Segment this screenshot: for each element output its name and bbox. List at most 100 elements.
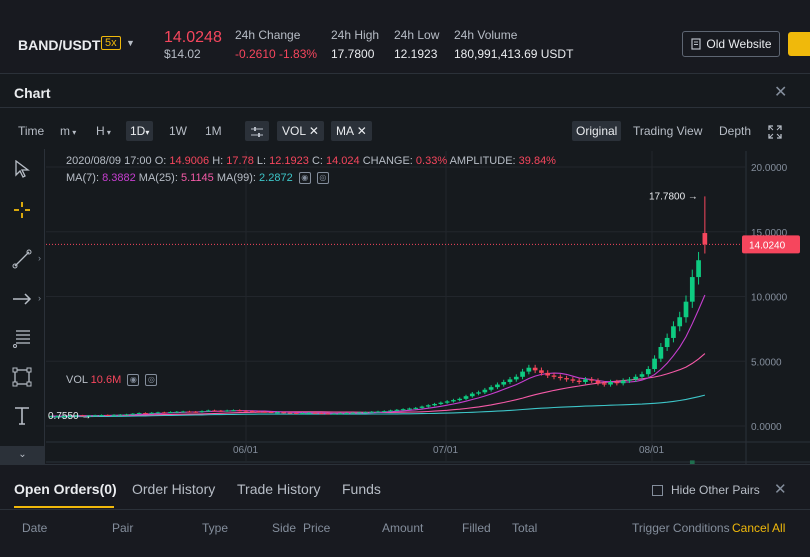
hide-other-pairs-checkbox[interactable] <box>652 484 663 496</box>
primary-action-button[interactable] <box>788 32 810 56</box>
settings-icon[interactable]: ◎ <box>145 374 158 387</box>
candle-body <box>218 410 224 412</box>
chevron-down-icon: ⌄ <box>18 449 27 460</box>
candle-body <box>482 389 488 393</box>
date-tick-label: 06/01 <box>233 445 258 456</box>
rectangle-icon[interactable] <box>8 363 36 391</box>
close-icon[interactable]: ✕ <box>356 124 367 138</box>
candle-body <box>86 415 92 417</box>
chevron-right-icon[interactable]: › <box>38 253 41 263</box>
column-header-side: Side <box>272 521 297 535</box>
candle-body <box>413 407 419 409</box>
stat-label: 24h Change <box>235 28 301 42</box>
candle-body <box>130 413 136 415</box>
candle-body <box>545 372 551 376</box>
day-interval-button[interactable]: 1D▾ <box>126 121 154 141</box>
vol-indicator-chip[interactable]: VOL ✕ <box>277 121 324 141</box>
tab-order-history[interactable]: Order History <box>132 481 216 497</box>
eye-icon[interactable]: ◉ <box>298 172 311 185</box>
candle-body <box>381 411 387 413</box>
candle-body <box>526 367 532 372</box>
collapse-tools-button[interactable]: ⌄ <box>0 446 45 464</box>
candlestick-chart[interactable]: 20.000015.000010.00005.00000.000010M006/… <box>46 151 810 464</box>
tab-funds[interactable]: Funds <box>342 481 381 497</box>
min-price-marker: 0.7550 → <box>48 411 91 422</box>
candle-body <box>645 369 651 375</box>
indicator-settings-icon[interactable] <box>245 121 269 141</box>
stat-24h-high: 24h High 17.7800 <box>331 28 379 61</box>
ma-label: MA(25): <box>138 172 178 184</box>
time-button[interactable]: Time <box>18 124 45 138</box>
candle-body <box>319 413 324 415</box>
candle-body <box>344 413 349 415</box>
close-icon[interactable]: ✕ <box>774 84 788 101</box>
ohlc-high: 17.78 <box>226 155 254 167</box>
week-interval-button[interactable]: 1W <box>169 124 187 138</box>
candle-body <box>224 410 230 412</box>
hour-label: H <box>96 124 105 138</box>
chevron-down-icon[interactable]: ▼ <box>126 38 135 48</box>
tab-trade-history[interactable]: Trade History <box>237 481 321 497</box>
candle-body <box>419 406 425 408</box>
chevron-right-icon[interactable]: › <box>38 293 41 303</box>
ohlc-label: CHANGE: <box>362 155 413 167</box>
chart-plot[interactable]: 20.000015.000010.00005.00000.000010M006/… <box>46 151 810 464</box>
candle-body <box>124 414 129 416</box>
trend-line-icon[interactable]: › <box>8 245 41 273</box>
cancel-all-button[interactable]: Cancel All <box>732 521 786 535</box>
settings-icon[interactable]: ◎ <box>316 172 329 185</box>
hide-other-pairs-toggle[interactable]: Hide Other Pairs <box>652 483 760 497</box>
candle-body <box>61 415 67 417</box>
view-original-tab[interactable]: Original <box>572 121 622 141</box>
pair-name[interactable]: BAND/USDT <box>18 37 101 53</box>
ray-arrow-icon[interactable]: › <box>8 285 41 313</box>
ohlc-open: 14.9006 <box>169 155 210 167</box>
candle-body <box>438 402 444 404</box>
fullscreen-icon[interactable] <box>768 121 782 141</box>
candle-body <box>187 411 192 413</box>
close-icon[interactable]: ✕ <box>774 481 787 498</box>
active-tab-indicator <box>14 506 114 508</box>
candle-body <box>180 411 186 413</box>
ma99-line <box>51 394 706 418</box>
text-tool-icon[interactable] <box>8 402 36 430</box>
candle-body <box>539 370 544 373</box>
candle-body <box>469 393 475 397</box>
chart-panel: Chart ✕ Time m ▾ H ▾ 1D▾ 1W 1M VOL ✕ MA … <box>0 73 810 464</box>
candle-body <box>444 401 450 403</box>
ohlc-label: AMPLITUDE: <box>449 155 516 167</box>
month-interval-button[interactable]: 1M <box>205 124 222 138</box>
drawing-toolbar: › › <box>0 149 45 464</box>
close-icon[interactable]: ✕ <box>308 124 319 138</box>
minute-interval-button[interactable]: m ▾ <box>60 121 76 141</box>
candle-body <box>639 374 645 377</box>
hour-interval-button[interactable]: H ▾ <box>96 121 111 141</box>
crosshair-icon[interactable] <box>8 196 36 224</box>
old-website-button[interactable]: Old Website <box>682 31 780 57</box>
candle-body <box>256 411 261 413</box>
cursor-arrow-icon[interactable] <box>8 155 36 183</box>
volume-bar <box>689 460 695 464</box>
vol-chip-label: VOL <box>282 124 306 138</box>
last-price: 14.0248 <box>164 29 222 46</box>
candle-body <box>117 414 123 416</box>
view-depth-tab[interactable]: Depth <box>719 124 752 138</box>
tab-open-orders[interactable]: Open Orders(0) <box>14 481 117 497</box>
candle-body <box>312 412 318 414</box>
candle-body <box>601 383 607 385</box>
candle-body <box>583 379 588 382</box>
candle-body <box>111 414 117 416</box>
ma99-value: 2.2872 <box>259 172 293 184</box>
candle-body <box>564 378 569 380</box>
date-tick-label: 08/01 <box>639 445 664 456</box>
ohlc-label: H: <box>212 155 224 167</box>
eye-icon[interactable]: ◉ <box>127 374 140 387</box>
ma25-value: 5.1145 <box>180 172 214 184</box>
stat-value: 17.7800 <box>331 47 375 61</box>
ma-indicator-chip[interactable]: MA ✕ <box>331 121 372 141</box>
candle-body <box>55 416 60 418</box>
view-tradingview-tab[interactable]: Trading View <box>633 124 703 138</box>
fib-levels-icon[interactable] <box>8 324 36 352</box>
candle-body <box>155 412 161 414</box>
candle-body <box>683 301 689 318</box>
